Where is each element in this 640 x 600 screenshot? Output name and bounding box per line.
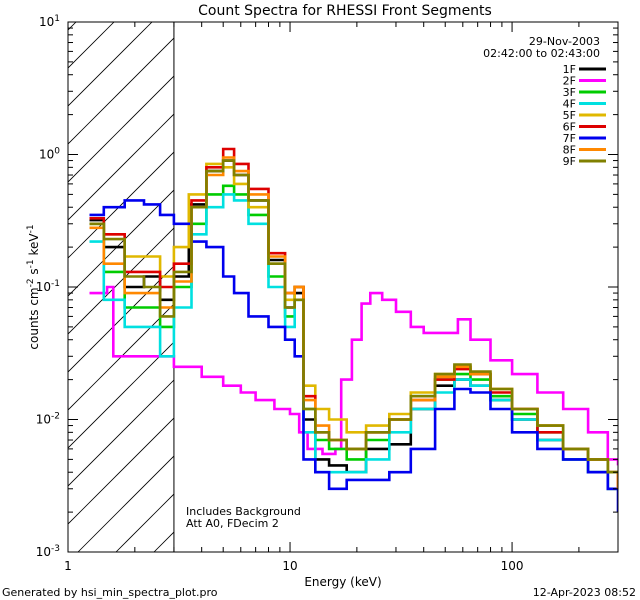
- legend-label-2F: 2F: [563, 75, 576, 88]
- legend-label-3F: 3F: [563, 86, 576, 99]
- observation-time-range: 02:42:00 to 02:43:00: [483, 47, 600, 60]
- x-tick-labels: 1 10 100: [64, 559, 523, 573]
- axis-ticks: [67, 21, 619, 553]
- annotation-background: Includes Background: [186, 505, 301, 518]
- hatch-line: [68, 379, 174, 487]
- hatch-line: [115, 493, 174, 552]
- series-4F: [89, 193, 618, 491]
- y-tick-label: 10-2: [36, 412, 60, 427]
- hatch-line: [68, 189, 174, 297]
- hatch-line: [68, 227, 174, 335]
- series-9F: [89, 159, 618, 474]
- series-2F: [89, 285, 618, 466]
- series-3F: [89, 184, 618, 474]
- legend-label-9F: 9F: [563, 155, 576, 168]
- excluded-energy-hatch: [0, 0, 640, 552]
- hatch-line: [230, 0, 640, 552]
- hatch-line: [68, 22, 115, 69]
- hatch-line: [68, 265, 174, 373]
- hatch-line: [68, 417, 174, 525]
- series-6F: [89, 147, 618, 489]
- annotation-attenuator: Att A0, FDecim 2: [186, 517, 279, 530]
- legend-label-6F: 6F: [563, 121, 576, 134]
- hatch-line: [0, 0, 108, 552]
- chart-title: Count Spectra for RHESSI Front Segments: [198, 3, 492, 19]
- legend-label-4F: 4F: [563, 98, 576, 111]
- legend-label-5F: 5F: [563, 109, 576, 122]
- legend-label-1F: 1F: [563, 63, 576, 76]
- x-axis-label: Energy (keV): [304, 575, 381, 589]
- x-tick-label: 100: [501, 559, 524, 573]
- observation-date: 29-Nov-2003: [529, 35, 600, 48]
- x-tick-label: 10: [282, 559, 297, 573]
- footer-generated-by: Generated by hsi_min_spectra_plot.pro: [2, 586, 218, 599]
- hatch-line: [68, 37, 174, 145]
- y-tick-label: 100: [39, 147, 60, 162]
- series-7F: [89, 199, 618, 513]
- legend-label-7F: 7F: [563, 132, 576, 145]
- footer-timestamp: 12-Apr-2023 08:52: [533, 586, 636, 599]
- hatch-line: [68, 151, 174, 259]
- y-tick-label: 10-3: [36, 544, 60, 559]
- y-axis-label: counts cm-2 s-1 keV-1: [26, 224, 41, 349]
- x-tick-label: 1: [64, 559, 72, 573]
- legend-label-8F: 8F: [563, 144, 576, 157]
- y-tick-labels: 10-3 10-2 10-1 100 101: [36, 14, 61, 559]
- hatch-line: [68, 303, 174, 411]
- hatch-line: [68, 22, 153, 107]
- series-layer: [89, 147, 618, 513]
- y-tick-label: 10-1: [36, 279, 60, 294]
- y-tick-label: 101: [39, 14, 60, 29]
